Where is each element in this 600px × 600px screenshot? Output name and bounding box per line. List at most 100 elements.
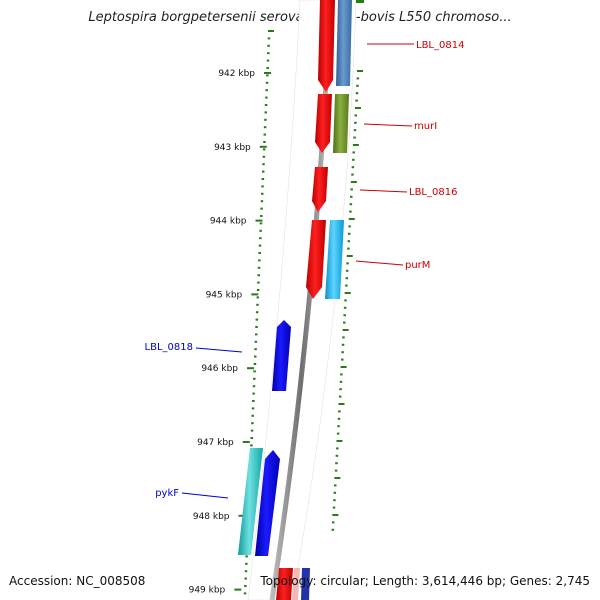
reverse-strand-track: [255, 320, 291, 556]
callout-line-lbl0816: [359, 189, 408, 193]
cog-block-bottom-blue: [301, 568, 310, 600]
gc-dot: [262, 148, 266, 151]
gc-dot: [348, 218, 355, 220]
gc-dot: [266, 74, 269, 77]
gc-dot: [341, 351, 344, 354]
gc-dot: [349, 203, 353, 206]
gc-dot: [253, 355, 257, 358]
gc-dot: [252, 400, 255, 402]
gc-dot: [334, 469, 338, 472]
gc-dot: [354, 121, 357, 124]
gc-dot: [256, 303, 259, 306]
gc-dot: [260, 215, 263, 217]
gc-dot: [258, 244, 262, 247]
gc-dot: [253, 370, 256, 373]
gene-arrow-lbl0818[interactable]: [272, 320, 291, 391]
scale-ticks: 942 kbp 943 kbp 944 kbp 945 kbp 946 kbp 947 k…: [189, 69, 271, 596]
map-summary-text: Topology: circular; Length: 3,614,446 bp…: [260, 574, 590, 588]
gc-dot: [340, 373, 343, 376]
gc-dot: [347, 240, 351, 243]
callout-line-muri: [363, 123, 413, 127]
gc-dot: [350, 195, 353, 198]
gc-dot: [347, 247, 350, 250]
gc-dot: [264, 111, 267, 114]
gc-dot: [254, 348, 257, 351]
gc-dot: [244, 585, 247, 587]
gc-dot: [345, 277, 349, 280]
gene-label-lbl0816[interactable]: LBL_0816: [409, 187, 457, 198]
gc-dot: [255, 326, 258, 328]
gc-dot: [344, 292, 351, 294]
gc-dot: [354, 114, 358, 117]
gc-dot: [337, 417, 341, 420]
gc-dot: [267, 44, 270, 47]
gc-dot: [339, 380, 343, 383]
gc-dot: [265, 81, 269, 84]
gc-dot: [243, 592, 247, 595]
gc-dot: [251, 422, 254, 425]
gc-dot: [336, 447, 339, 450]
gc-dot: [261, 170, 265, 173]
gene-arrow-partial-bottom-red[interactable]: [276, 568, 293, 600]
gc-dot: [268, 30, 274, 32]
gc-dot: [351, 166, 355, 169]
cog-block-lbl0814: [336, 0, 352, 86]
gc-dot: [257, 266, 261, 269]
gc-dot: [341, 343, 345, 346]
gc-dot: [256, 289, 260, 291]
gc-dot: [339, 388, 342, 391]
gc-dot: [253, 363, 257, 365]
gc-dot: [345, 284, 348, 287]
gene-label-purm[interactable]: purM: [405, 260, 430, 271]
gene-callouts: [181, 43, 414, 499]
gc-dot: [350, 188, 353, 191]
gc-dot: [253, 377, 256, 380]
gc-dot: [352, 151, 355, 154]
scale-tick-label: 946 kbp: [201, 364, 238, 374]
gc-dot: [342, 336, 345, 339]
gene-arrow-muri[interactable]: [315, 94, 332, 153]
gc-dot: [346, 255, 353, 257]
gc-dot: [252, 385, 256, 388]
gc-dot: [256, 296, 260, 299]
gc-dot: [250, 444, 253, 447]
gc-dot: [262, 155, 266, 158]
gene-arrow-lbl0814[interactable]: [318, 0, 335, 92]
gc-dot: [335, 462, 338, 465]
gc-dot: [260, 200, 264, 203]
gene-arrow-lbl0816[interactable]: [312, 167, 328, 212]
gc-dot: [355, 92, 359, 95]
gene-label-lbl0814[interactable]: LBL_0814: [416, 40, 464, 51]
ring-band: [247, 0, 357, 600]
scale-tick-label: 947 kbp: [197, 438, 234, 448]
gc-dot: [337, 425, 340, 428]
gene-label-pykf[interactable]: pykF: [155, 488, 179, 499]
gc-dot: [267, 37, 271, 40]
gc-dot: [267, 52, 270, 55]
gc-dot: [250, 429, 254, 432]
gene-arrow-pykf[interactable]: [255, 450, 280, 556]
gc-dot: [348, 225, 351, 228]
gc-dot: [352, 158, 355, 161]
gc-dot: [334, 477, 341, 479]
gc-dot: [257, 274, 260, 277]
gene-label-muri[interactable]: murI: [414, 121, 437, 132]
gc-dot: [254, 333, 258, 336]
gene-label-lbl0818[interactable]: LBL_0818: [145, 342, 193, 353]
gc-dot: [265, 96, 268, 99]
gc-dot: [244, 577, 247, 580]
gc-dot: [340, 366, 347, 368]
cog-marker-top: [356, 0, 364, 3]
gc-dot: [250, 437, 253, 439]
gc-dot: [252, 392, 255, 395]
gc-dot: [259, 222, 263, 225]
gc-dot: [343, 321, 346, 324]
gc-dot: [334, 484, 337, 487]
cog-block-pykf: [238, 448, 263, 555]
gene-arrow-purm[interactable]: [306, 220, 326, 299]
callout-line-purm: [355, 260, 404, 266]
gc-dot: [350, 181, 357, 183]
gc-dot: [333, 499, 336, 502]
cog-block-muri: [333, 94, 349, 153]
gc-dot: [263, 141, 266, 143]
